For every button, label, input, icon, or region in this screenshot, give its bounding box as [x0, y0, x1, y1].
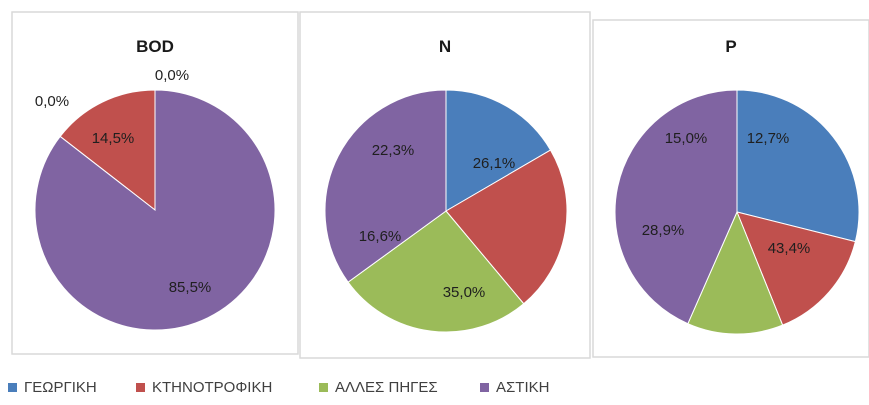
chart-title-p: P — [725, 37, 736, 56]
pie-slice-bod-astiki — [34, 89, 276, 331]
pie-slice-p-georgiki — [736, 89, 860, 243]
pie-slice-p-astiki — [614, 89, 738, 325]
legend-label-astiki: ΑΣΤΙΚΗ — [496, 378, 550, 396]
pie-slice-p-ktinotrofiki — [736, 211, 856, 326]
legend-swatch-georgiki — [8, 382, 17, 392]
data-label-p-ktinotrofiki: 15,0% — [665, 130, 708, 147]
data-label-n-georgiki: 16,6% — [359, 228, 402, 245]
pie-slice-bod-ktinotrofiki — [59, 89, 156, 212]
pie-slice-n-ktinotrofiki — [445, 149, 568, 305]
legend-swatch-astiki — [480, 382, 489, 392]
legend-item-georgiki: ΓΕΩΡΓΙΚΗ — [8, 376, 97, 398]
legend-label-alles-piges: ΑΛΛΕΣ ΠΗΓΕΣ — [335, 378, 438, 396]
pie-slice-n-astiki — [324, 89, 447, 283]
data-label-n-alles-piges: 26,1% — [473, 155, 516, 172]
legend-item-alles-piges: ΑΛΛΕΣ ΠΗΓΕΣ — [319, 376, 438, 398]
legend-label-ktinotrofiki: ΚΤΗΝΟΤΡΟΦΙΚΗ — [152, 378, 273, 396]
legend-item-astiki: ΑΣΤΙΚΗ — [480, 376, 549, 398]
pie-slice-n-alles-piges — [347, 210, 525, 333]
legend-label-georgiki: ΓΕΩΡΓΙΚΗ — [24, 378, 97, 396]
data-label-bod-alles-piges: 0,0% — [155, 67, 189, 84]
legend-item-ktinotrofiki: ΚΤΗΝΟΤΡΟΦΙΚΗ — [136, 376, 272, 398]
chart-title-n: N — [439, 37, 451, 56]
pie-slice-p-alles-piges — [687, 210, 784, 335]
pie-slice-n-georgiki — [445, 89, 552, 212]
legend: ΓΕΩΡΓΙΚΗ ΚΤΗΝΟΤΡΟΦΙΚΗ ΑΛΛΕΣ ΠΗΓΕΣ ΑΣΤΙΚΗ — [0, 376, 869, 398]
data-label-n-ktinotrofiki: 22,3% — [372, 142, 415, 159]
data-label-bod-ktinotrofiki: 14,5% — [92, 130, 135, 147]
data-label-p-astiki: 43,4% — [768, 240, 811, 257]
chart-title-bod: BOD — [136, 37, 174, 56]
data-label-p-georgiki: 28,9% — [642, 222, 685, 239]
data-label-p-alles-piges: 12,7% — [747, 130, 790, 147]
legend-swatch-ktinotrofiki — [136, 382, 145, 392]
legend-swatch-alles-piges — [319, 382, 328, 392]
data-label-n-astiki: 35,0% — [443, 284, 486, 301]
data-label-bod-astiki: 85,5% — [169, 279, 212, 296]
data-label-bod-georgiki: 0,0% — [35, 93, 69, 110]
